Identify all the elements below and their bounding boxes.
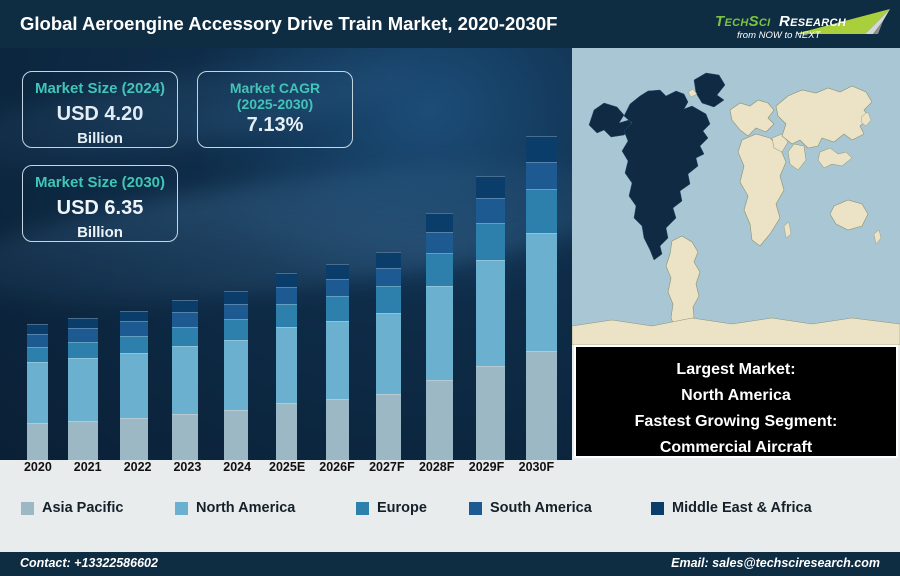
svg-text:TECHSCI: TECHSCI [715,13,771,30]
svg-text:RESEARCH: RESEARCH [779,13,847,30]
svg-text:from NOW to NEXT: from NOW to NEXT [737,30,822,41]
